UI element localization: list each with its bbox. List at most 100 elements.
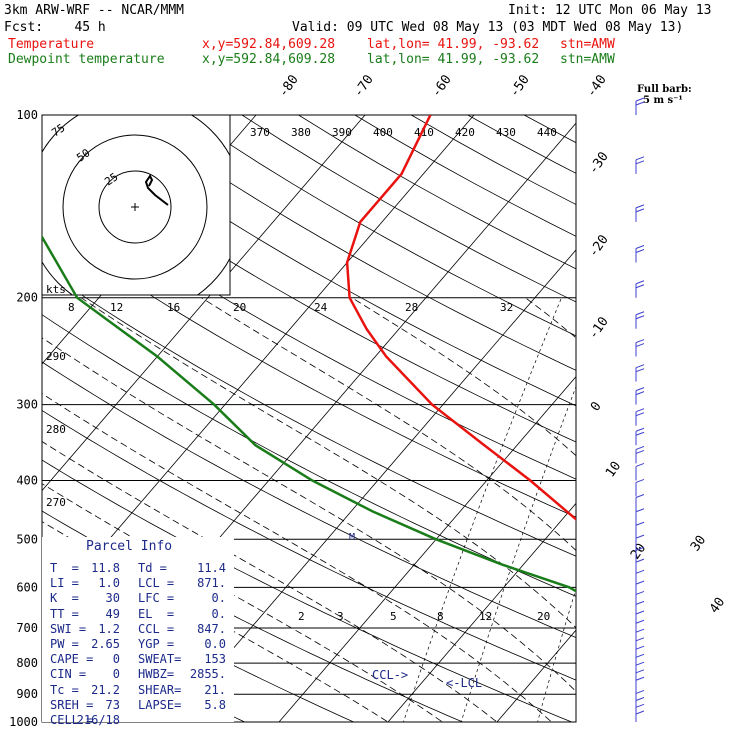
dewpoint-stn: stn=AMW	[560, 52, 615, 67]
forecast-hour: Fcst: 45 h	[4, 20, 106, 35]
parcel-info-cell: LAPSE=	[138, 697, 182, 712]
dry-adiabat	[354, 115, 576, 237]
mixing-ratio-label: 8	[68, 301, 75, 314]
mixing-ratio-label: 24	[314, 301, 328, 314]
parcel-info-title: Parcel Info	[86, 539, 173, 554]
hodograph-units: kts	[46, 283, 66, 296]
parcel-info-cell: SREH =	[50, 697, 94, 712]
parcel-info-cell: CCL =	[138, 621, 175, 636]
dry-adiabat	[42, 314, 576, 597]
wind-barb	[635, 619, 645, 638]
parcel-info-cell: LCL =	[138, 576, 175, 591]
isotherm-line	[169, 249, 576, 722]
parcel-info-row: LI = 1.0 LCL = 871.	[50, 576, 234, 591]
parcel-info-cell: YGP =	[138, 636, 175, 651]
parcel-info-cell: 5.8	[204, 697, 226, 712]
parcel-info-row: CELL = 216/18	[50, 713, 234, 728]
parcel-info-cell: SWI =	[50, 621, 87, 636]
wind-barb	[635, 521, 645, 540]
moist-adiabat	[351, 297, 576, 457]
theta-label: 390	[332, 126, 352, 139]
isotherm-line	[595, 115, 740, 735]
wind-barb	[635, 676, 645, 695]
wind-barb	[635, 610, 645, 628]
dry-adiabat	[42, 177, 576, 480]
pressure-label: 800	[16, 656, 38, 670]
model-name: 3km ARW-WRF -- NCAR/MMM	[4, 3, 185, 18]
parcel-info-cell: 1.0	[98, 576, 120, 591]
mixing-ratio-line	[537, 587, 576, 722]
wind-barb	[635, 600, 645, 619]
dry-adiabat	[72, 115, 576, 407]
moist-adiabat	[201, 297, 576, 551]
dry-adiabat	[467, 115, 576, 174]
parcel-info-cell: 0.	[211, 606, 226, 621]
dry-adiabat	[581, 115, 740, 735]
wind-barb	[635, 590, 645, 609]
parcel-info-cell: 0.0	[204, 636, 226, 651]
parcel-info-cell: T =	[50, 561, 79, 575]
dry-adiabat	[637, 115, 740, 735]
dry-adiabat	[693, 115, 740, 735]
valid-time: Valid: 09 UTC Wed 08 May 13 (03 MDT Wed …	[292, 20, 684, 35]
init-time: Init: 12 UTC Mon 06 May 13	[508, 3, 712, 18]
theta-label: 380	[291, 126, 311, 139]
dewpoint-profile	[42, 234, 576, 593]
temperature-profile	[345, 115, 576, 521]
isotherm-label: -10	[586, 314, 612, 342]
parcel-info-row: TT = 49 EL = 0.	[50, 607, 234, 622]
isotherm-label: -50	[507, 72, 533, 100]
parcel-info-cell: Td =	[138, 561, 167, 575]
parcel-info-cell: 11.8	[91, 561, 120, 575]
dry-adiabat	[128, 115, 576, 371]
dry-adiabat	[298, 115, 576, 270]
mixing-ratio-label: 20	[537, 610, 550, 623]
hodograph-label-75: 75	[49, 121, 67, 139]
parcel-info-cell: 11.4	[197, 561, 226, 575]
hodograph-origin	[131, 203, 139, 211]
mixing-ratio-label: 3	[337, 610, 344, 623]
moist-adiabat	[42, 483, 444, 722]
theta-label: 440	[537, 126, 557, 139]
isotherm-label: -60	[429, 72, 455, 100]
pressure-label: 100	[16, 108, 38, 122]
wind-barb	[635, 710, 645, 722]
pressure-label: 400	[16, 473, 38, 487]
parcel-info-cell: CIN =	[50, 667, 87, 682]
parcel-info-cell: 73	[105, 697, 120, 712]
parcel-info-cell: CELL =	[50, 712, 94, 727]
hodograph-label-50: 50	[74, 146, 92, 164]
parcel-info-cell: 21.2	[91, 682, 120, 697]
temperature-latlon: lat,lon= 41.99, -93.62	[367, 37, 540, 52]
parcel-info-row: K = 30 LFC = 0.	[50, 591, 234, 606]
wind-barb	[635, 580, 645, 599]
theta-label: 400	[373, 126, 393, 139]
isotherm-line	[42, 115, 366, 492]
theta-left-label: 270	[46, 496, 66, 509]
parcel-info-cell: 2855.	[189, 667, 226, 682]
hodograph: 25 50 75 kts	[41, 114, 231, 296]
isotherm-label: -20	[586, 232, 612, 260]
dewpoint-latlon: lat,lon= 41.99, -93.62	[367, 52, 540, 67]
wind-barb	[635, 311, 645, 329]
parcel-info-row: CIN = 0 HWBZ= 2855.	[50, 667, 234, 682]
wind-barb	[635, 97, 645, 115]
parcel-info-cell: 0	[112, 652, 120, 667]
parcel-info-cell: EL =	[138, 606, 175, 621]
wind-barb	[635, 462, 645, 481]
temperature-xy: x,y=592.84,609.28	[202, 37, 336, 52]
mixing-ratio-line	[460, 385, 576, 722]
wind-barb	[635, 339, 645, 357]
lcl-marker: <-LCL	[446, 676, 483, 690]
theta-label: 420	[455, 126, 475, 139]
parcel-info-cell: Tc =	[50, 682, 79, 697]
m-marker: M	[349, 532, 356, 543]
theta-label: 370	[250, 126, 270, 139]
parcel-info-row: PW = 2.65 YGP = 0.0	[50, 637, 234, 652]
mixing-ratio-label: 28	[405, 301, 418, 314]
pressure-label: 600	[16, 580, 38, 594]
wind-barb	[635, 156, 645, 174]
wind-barb	[635, 445, 645, 464]
parcel-info-cell: 216/18	[76, 712, 120, 727]
